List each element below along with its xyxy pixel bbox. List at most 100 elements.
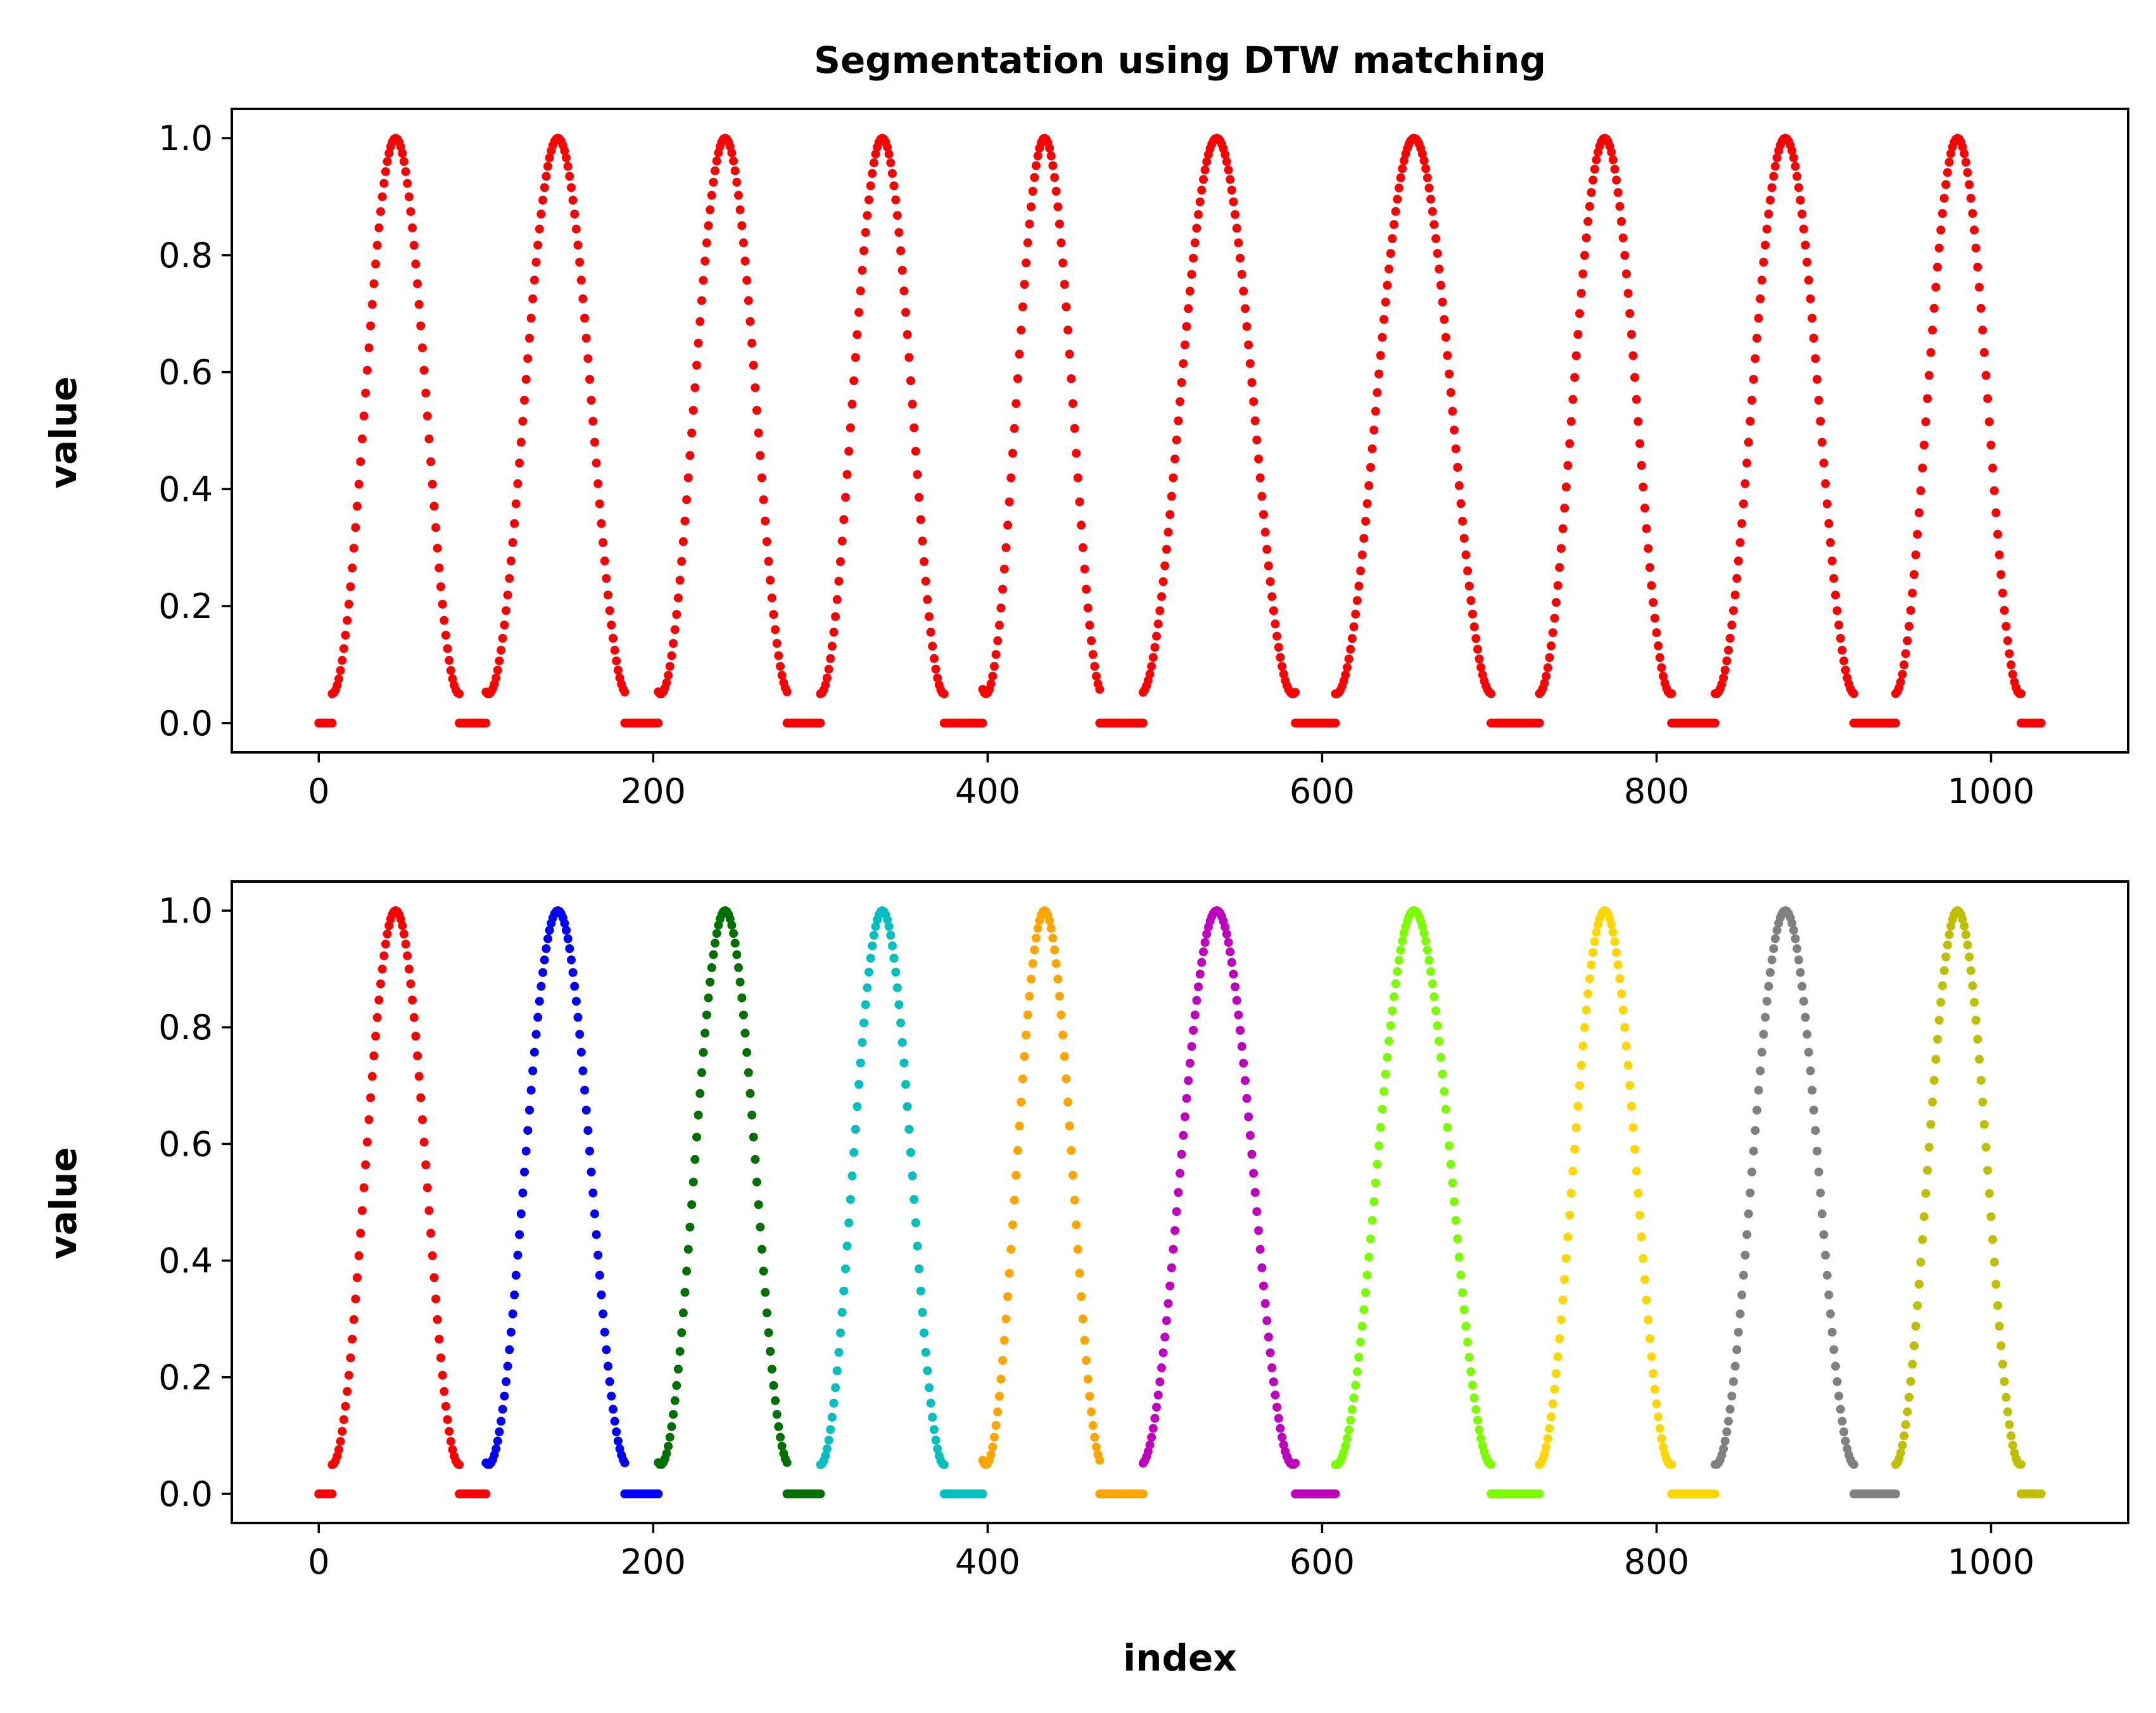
data-point	[749, 1132, 758, 1142]
data-point	[1744, 438, 1753, 447]
data-point	[1013, 374, 1022, 383]
data-point	[505, 1345, 514, 1355]
data-point	[1053, 202, 1063, 212]
data-point	[575, 1030, 585, 1039]
data-point	[1934, 1016, 1944, 1025]
data-point	[414, 300, 424, 309]
data-point	[1548, 1399, 1557, 1408]
data-point	[1630, 1144, 1640, 1154]
data-point	[602, 574, 611, 583]
data-point	[1028, 959, 1037, 968]
data-point	[348, 563, 357, 572]
data-point	[1051, 187, 1061, 196]
data-point	[685, 1222, 695, 1232]
data-point	[1635, 1210, 1645, 1220]
data-point	[921, 1348, 930, 1357]
data-point	[697, 1068, 706, 1077]
data-point	[1077, 1292, 1086, 1301]
flat-segment-1	[314, 718, 337, 728]
data-point	[1968, 981, 1977, 990]
data-point	[989, 1432, 999, 1442]
data-point	[1092, 671, 1101, 681]
data-point	[409, 1013, 419, 1022]
data-point	[822, 1444, 832, 1453]
data-point	[1645, 1334, 1654, 1343]
data-point	[1469, 622, 1479, 631]
data-point	[1357, 1322, 1367, 1331]
data-point	[1960, 149, 1969, 158]
data-point	[1961, 158, 1970, 167]
data-point	[481, 1489, 491, 1498]
data-point	[1077, 521, 1086, 530]
y-tick-label: 0.2	[158, 586, 213, 626]
data-point	[734, 963, 743, 972]
data-point	[1547, 641, 1556, 650]
data-point	[1936, 997, 1946, 1007]
data-point	[752, 1177, 761, 1187]
data-point	[1563, 1232, 1573, 1242]
data-point	[1045, 916, 1055, 925]
data-point	[1055, 992, 1064, 1001]
data-point	[868, 168, 877, 178]
data-point	[343, 1387, 352, 1396]
segment-7	[1331, 134, 1496, 698]
y-tick-label: 0.2	[158, 1358, 213, 1398]
data-point	[1152, 1403, 1161, 1412]
data-point	[1655, 653, 1665, 662]
data-point	[1267, 1363, 1277, 1372]
data-point	[1445, 369, 1454, 379]
data-point	[2003, 1407, 2012, 1417]
data-point	[1476, 1434, 1486, 1443]
data-point	[1654, 1412, 1663, 1422]
x-tick-label: 800	[1624, 1542, 1689, 1582]
data-point	[440, 1387, 449, 1396]
data-point	[1378, 1104, 1387, 1114]
data-point	[1450, 426, 1459, 435]
data-point	[1269, 1377, 1278, 1387]
data-point	[362, 1137, 372, 1147]
data-point	[871, 922, 880, 931]
data-point	[1464, 581, 1474, 591]
data-point	[1150, 643, 1160, 652]
data-point	[491, 673, 501, 683]
data-point	[529, 275, 539, 285]
data-point	[1184, 304, 1193, 313]
data-point	[1236, 1026, 1245, 1035]
data-point	[851, 1125, 860, 1134]
data-point	[413, 279, 422, 289]
data-point	[371, 1032, 381, 1041]
data-point	[1241, 1076, 1250, 1085]
data-point	[836, 1328, 845, 1337]
data-point	[1965, 180, 1974, 189]
data-point	[1741, 479, 1750, 488]
data-point	[610, 645, 619, 655]
data-point	[1426, 194, 1435, 204]
data-point	[735, 205, 745, 215]
data-point	[1008, 1220, 1017, 1230]
data-point	[1419, 156, 1429, 165]
data-point	[1399, 156, 1409, 165]
data-point	[682, 495, 692, 505]
data-point	[891, 968, 901, 977]
segment-10	[1891, 134, 2026, 698]
data-point	[1453, 463, 1462, 472]
data-point	[1725, 1405, 1735, 1414]
data-point	[1981, 370, 1991, 380]
data-point	[911, 446, 920, 456]
data-point	[1993, 529, 2003, 539]
data-point	[1006, 1244, 1016, 1254]
data-point	[1023, 1010, 1032, 1020]
data-point	[816, 1489, 825, 1498]
data-point	[1752, 334, 1761, 343]
data-point	[1190, 238, 1200, 248]
data-point	[1389, 992, 1398, 1002]
data-point	[1226, 947, 1235, 957]
data-point	[772, 1410, 782, 1419]
data-point	[362, 365, 372, 375]
data-point	[1291, 688, 1300, 697]
data-point	[737, 993, 747, 1002]
segment-9	[1710, 906, 1858, 1469]
data-point	[513, 479, 523, 488]
data-point	[1063, 1097, 1073, 1107]
data-point	[1799, 997, 1808, 1006]
